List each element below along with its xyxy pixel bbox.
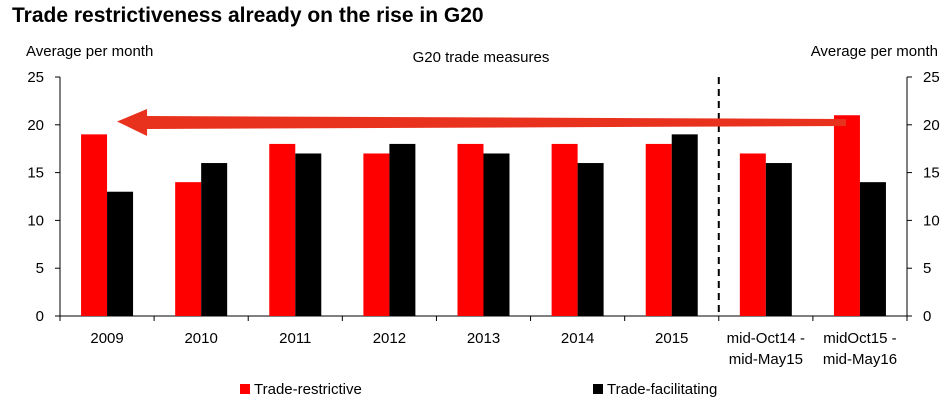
legend-label-restrictive: Trade-restrictive — [254, 381, 362, 398]
bar-trade-facilitating — [295, 153, 322, 316]
y-tick-label-right: 20 — [923, 117, 940, 134]
trend-arrow — [117, 109, 846, 136]
y-tick-label-right: 5 — [923, 260, 931, 277]
bar-trade-facilitating — [765, 163, 792, 316]
left-axis-label: Average per month — [26, 43, 153, 60]
x-category-label: 2014 — [561, 330, 594, 347]
y-tick-label-right: 25 — [923, 69, 940, 86]
bar-trade-facilitating — [483, 153, 510, 316]
x-category-label: 2012 — [373, 330, 406, 347]
y-tick-label-left: 20 — [27, 117, 44, 134]
y-tick-label-right: 10 — [923, 212, 940, 229]
plot-area: 0 0 5 5 10 10 15 15 20 20 25 25 2009 2010 2011 2012 2013… — [27, 69, 939, 398]
x-category-label: midOct15 - — [823, 330, 896, 347]
bar-trade-facilitating — [201, 163, 228, 316]
y-tick-label-left: 25 — [27, 69, 44, 86]
y-tick-label-right: 15 — [923, 165, 940, 182]
legend-label-facilitating: Trade-facilitating — [607, 381, 717, 398]
x-category-label: 2015 — [655, 330, 688, 347]
bar-trade-restrictive — [457, 143, 484, 316]
bar-trade-restrictive — [175, 182, 202, 316]
legend-swatch-facilitating — [593, 384, 603, 394]
bar-trade-restrictive — [363, 153, 390, 316]
y-tick-label-right: 0 — [923, 308, 931, 325]
x-category-label: mid-May15 — [729, 351, 803, 368]
y-tick-label-left: 5 — [36, 260, 44, 277]
x-category-label: 2013 — [467, 330, 500, 347]
chart-title: Trade restrictiveness already on the ris… — [12, 4, 484, 27]
bar-trade-facilitating — [577, 163, 604, 316]
right-axis-label: Average per month — [811, 43, 938, 60]
x-category-label: mid-Oct14 - — [727, 330, 805, 347]
x-category-label: 2010 — [184, 330, 217, 347]
bar-trade-facilitating — [859, 182, 886, 316]
bar-trade-restrictive — [739, 153, 766, 316]
bar-trade-restrictive — [269, 143, 296, 316]
x-category-label: 2011 — [279, 330, 311, 347]
bar-trade-restrictive — [81, 134, 108, 316]
y-tick-label-left: 10 — [27, 212, 44, 229]
y-tick-label-left: 0 — [36, 308, 44, 325]
bar-trade-restrictive — [551, 143, 578, 316]
bar-trade-facilitating — [389, 143, 416, 316]
bar-trade-restrictive — [645, 143, 672, 316]
bar-trade-facilitating — [671, 134, 698, 316]
x-category-label: 2009 — [90, 330, 123, 347]
y-tick-label-left: 15 — [27, 165, 44, 182]
bar-trade-facilitating — [107, 191, 134, 316]
chart-subtitle: G20 trade measures — [413, 49, 550, 66]
x-category-label: mid-May16 — [823, 351, 897, 368]
legend-swatch-restrictive — [240, 384, 250, 394]
bar-trade-restrictive — [833, 115, 860, 317]
